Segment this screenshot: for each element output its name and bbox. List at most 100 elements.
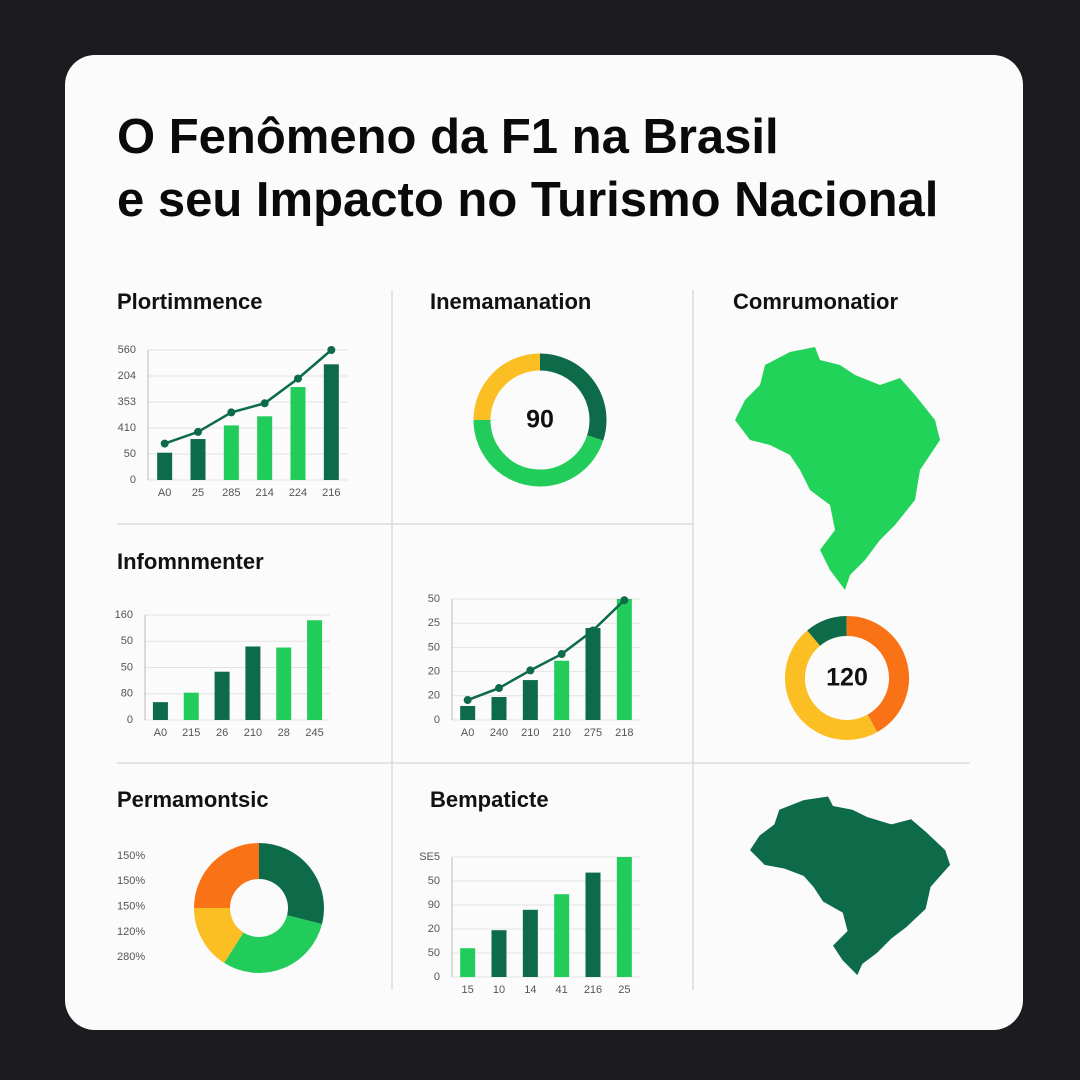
donut-segment — [539, 353, 607, 441]
y-tick-label: 0 — [130, 474, 136, 486]
bar — [554, 894, 570, 977]
y-tick-label: 0 — [127, 714, 133, 726]
bar — [491, 697, 507, 720]
x-tick-label: A0 — [154, 727, 167, 739]
bar — [276, 647, 292, 720]
bar — [183, 692, 199, 720]
map — [750, 796, 951, 976]
y-tick-label: 90 — [428, 899, 440, 911]
bar — [245, 646, 261, 720]
y-tick-label: 20 — [428, 690, 440, 702]
panel-title: Infomnmenter — [117, 549, 264, 574]
line-point — [526, 666, 535, 675]
donut-segment — [846, 616, 909, 733]
y-tick-label: SE5 — [419, 851, 440, 863]
y-tick-label: 560 — [118, 344, 136, 356]
line-point — [227, 408, 236, 417]
x-tick-label: A0 — [461, 727, 474, 739]
bar — [323, 364, 339, 480]
bar — [491, 930, 507, 977]
y-tick-label: 20 — [428, 666, 440, 678]
x-tick-label: 210 — [521, 727, 539, 739]
donut-segment — [257, 843, 324, 925]
y-tick-label: 50 — [428, 875, 440, 887]
donut-label: 150% — [117, 875, 145, 887]
donut-segment — [785, 630, 878, 740]
map-title: Comrumonatior — [733, 289, 898, 314]
x-tick-label: 215 — [182, 727, 200, 739]
x-tick-label: 26 — [216, 727, 228, 739]
line-point — [589, 626, 597, 635]
card — [65, 55, 1023, 1030]
bar — [522, 909, 538, 977]
line-point — [557, 650, 566, 659]
y-tick-label: 0 — [434, 714, 440, 726]
bar — [214, 671, 230, 720]
y-tick-label: 20 — [428, 923, 440, 935]
x-tick-label: 224 — [289, 487, 307, 499]
bar — [290, 387, 306, 480]
bar — [616, 857, 632, 977]
donut-segment — [224, 914, 322, 973]
donut-segment — [473, 353, 541, 421]
bar — [585, 628, 601, 720]
y-tick-label: 50 — [121, 661, 133, 673]
donut-segment — [194, 843, 261, 910]
donut-label: 150% — [117, 850, 145, 862]
bar — [616, 599, 632, 720]
bar — [585, 872, 601, 977]
map — [735, 347, 940, 590]
bar — [460, 705, 476, 720]
donut-label: 150% — [117, 901, 145, 913]
x-tick-label: 210 — [244, 727, 262, 739]
line-point — [160, 439, 169, 448]
y-tick-label: 160 — [115, 609, 133, 621]
panel-title: Permamontsic — [117, 787, 269, 812]
x-tick-label: 216 — [322, 487, 340, 499]
y-tick-label: 204 — [118, 370, 136, 382]
x-tick-label: 14 — [524, 984, 536, 996]
donut-center-label: 120 — [826, 664, 868, 692]
x-tick-label: A0 — [158, 487, 171, 499]
y-tick-label: 50 — [428, 947, 440, 959]
y-tick-label: 410 — [118, 422, 136, 434]
panel-title: Plortimmence — [117, 289, 263, 314]
title: O Fenômeno da F1 na Brasil — [117, 110, 779, 164]
y-tick-label: 50 — [121, 635, 133, 647]
x-tick-label: 214 — [255, 487, 273, 499]
subtitle: e seu Impacto no Turismo Nacional — [117, 173, 938, 227]
bar — [307, 620, 323, 720]
y-tick-label: 50 — [428, 641, 440, 653]
x-tick-label: 41 — [556, 984, 568, 996]
x-tick-label: 285 — [222, 487, 240, 499]
bar — [257, 416, 273, 480]
line-point — [463, 696, 472, 705]
x-tick-label: 210 — [552, 727, 570, 739]
bar — [223, 425, 239, 480]
y-tick-label: 25 — [428, 617, 440, 629]
line-point — [620, 596, 629, 605]
x-tick-label: 245 — [305, 727, 323, 739]
line-point — [327, 346, 336, 354]
line-point — [260, 399, 269, 408]
x-tick-label: 216 — [584, 984, 602, 996]
y-tick-label: 80 — [121, 688, 133, 700]
x-tick-label: 25 — [192, 487, 204, 499]
y-tick-label: 50 — [124, 448, 136, 460]
x-tick-label: 15 — [462, 984, 474, 996]
x-tick-label: 10 — [493, 984, 505, 996]
bar — [554, 660, 570, 720]
donut-segment — [194, 907, 245, 963]
x-tick-label: 275 — [584, 727, 602, 739]
line-point — [294, 374, 302, 383]
donut-segment — [807, 616, 848, 647]
bar — [190, 439, 206, 480]
x-tick-label: 218 — [615, 727, 633, 739]
bar — [460, 948, 476, 977]
donut-label: 280% — [117, 951, 145, 963]
donut-segment — [473, 419, 604, 487]
x-tick-label: 25 — [618, 984, 630, 996]
y-tick-label: 50 — [428, 593, 440, 605]
donut-center-label: 90 — [526, 406, 554, 434]
